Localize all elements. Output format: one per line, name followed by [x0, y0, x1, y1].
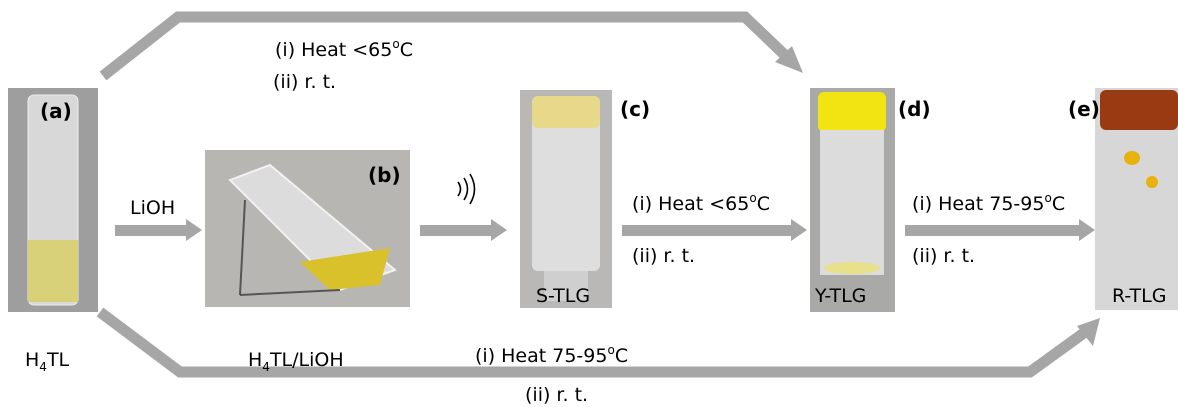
panel-label: R-TLG	[1112, 285, 1166, 307]
photo-c	[520, 90, 612, 308]
panel-tag: (a)	[40, 99, 72, 123]
panel-tag: (d)	[898, 97, 931, 121]
panel-tag: (e)	[1068, 97, 1100, 121]
panel-label: H4TL	[25, 349, 70, 374]
panel-label: Y-TLG	[814, 285, 866, 307]
step-condition: (ii) r. t.	[525, 384, 588, 406]
panel-label: H4TL/LiOH	[248, 349, 344, 374]
step-condition: (i) Heat <65oC	[632, 191, 770, 215]
panel-tag: (c)	[620, 97, 650, 121]
photo-e	[1095, 88, 1178, 310]
step-condition: (ii) r. t.	[632, 245, 695, 267]
step-condition: (i) Heat 75-95oC	[912, 191, 1065, 215]
step-condition: (i) Heat 75-95oC	[475, 343, 628, 367]
scheme: (a) (b) (c) (d) (e) H4TL H4TL/LiOH S-TLG…	[0, 0, 1178, 407]
panel-tag: (b)	[368, 163, 401, 187]
step-condition: (ii) r. t.	[273, 71, 336, 93]
ultrasound-icon	[458, 174, 475, 204]
photo-d	[810, 88, 895, 312]
step-condition: (i) Heat <65oC	[275, 37, 413, 61]
step-condition: (ii) r. t.	[912, 245, 975, 267]
route-arrow	[103, 17, 790, 76]
step-condition: LiOH	[130, 197, 175, 219]
panel-label: S-TLG	[536, 285, 590, 307]
